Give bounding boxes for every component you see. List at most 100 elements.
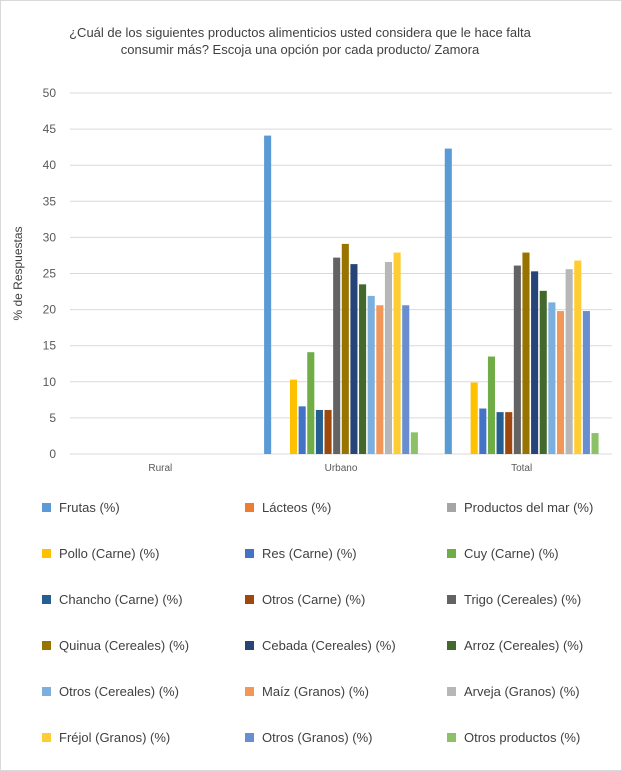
legend-label: Cebada (Cereales) (%) <box>262 638 396 653</box>
legend-swatch <box>42 503 51 512</box>
legend-label: Res (Carne) (%) <box>262 546 357 561</box>
legend-swatch <box>42 549 51 558</box>
legend-label: Otros productos (%) <box>464 730 581 745</box>
bar <box>289 379 298 454</box>
bar <box>359 284 367 454</box>
legend-item: Frutas (%) <box>42 500 120 515</box>
bar <box>556 311 565 454</box>
bar <box>315 409 323 454</box>
legend-swatch <box>245 687 254 696</box>
bar <box>470 382 478 454</box>
bar <box>402 305 410 454</box>
bar <box>264 135 272 454</box>
chart-title-line-2: consumir más? Escoja una opción por cada… <box>120 42 480 57</box>
y-tick-label: 35 <box>43 194 57 208</box>
bar <box>367 295 375 454</box>
legend-label: Maíz (Granos) (%) <box>262 684 369 699</box>
legend-label: Otros (Cereales) (%) <box>59 684 179 699</box>
legend-swatch <box>42 595 51 604</box>
y-tick-label: 45 <box>43 122 57 136</box>
bar <box>574 260 582 454</box>
bar <box>333 257 341 454</box>
bar <box>539 290 547 454</box>
bar <box>582 311 590 454</box>
bar <box>307 352 315 454</box>
legend-label: Pollo (Carne) (%) <box>59 546 160 561</box>
legend-swatch <box>447 503 456 512</box>
x-category-label: Total <box>511 463 532 474</box>
x-category-label: Urbano <box>325 463 358 474</box>
legend-item: Res (Carne) (%) <box>245 546 357 561</box>
bar <box>496 412 504 454</box>
y-tick-label: 25 <box>43 267 57 281</box>
legend-label: Quinua (Cereales) (%) <box>59 638 190 653</box>
y-axis-title: % de Respuestas <box>11 226 25 320</box>
legend-item: Pollo (Carne) (%) <box>42 546 159 561</box>
legend-item: Trigo (Cereales) (%) <box>447 592 581 607</box>
legend-item: Lácteos (%) <box>245 500 331 515</box>
legend-label: Cuy (Carne) (%) <box>464 546 559 561</box>
chart-title: ¿Cuál de los siguientes productos alimen… <box>60 24 540 58</box>
legend-label: Otros (Carne) (%) <box>262 592 366 607</box>
bar <box>324 409 332 454</box>
bar <box>487 356 495 454</box>
legend-item: Productos del mar (%) <box>447 500 593 515</box>
legend-item: Chancho (Carne) (%) <box>42 592 183 607</box>
bar <box>298 406 306 454</box>
y-tick-label: 40 <box>43 158 57 172</box>
bar <box>531 271 539 454</box>
legend-label: Trigo (Cereales) (%) <box>464 592 582 607</box>
legend-item: Otros (Cereales) (%) <box>42 684 179 699</box>
legend-label: Frutas (%) <box>59 500 120 515</box>
legend-label: Arroz (Cereales) (%) <box>464 638 584 653</box>
legend-swatch <box>447 733 456 742</box>
bar <box>513 265 521 454</box>
bar <box>565 269 573 454</box>
legend-item: Cebada (Cereales) (%) <box>245 638 396 653</box>
legend-swatch <box>42 687 51 696</box>
bar <box>444 148 452 454</box>
chart-title-line-1: ¿Cuál de los siguientes productos alimen… <box>69 25 531 40</box>
legend-item: Fréjol (Granos) (%) <box>42 730 170 745</box>
legend-swatch <box>447 595 456 604</box>
bar <box>522 252 530 454</box>
y-tick-label: 5 <box>49 411 56 425</box>
x-category-label: Rural <box>148 463 172 474</box>
chart-legend: Frutas (%) Lácteos (%) Productos del mar (… <box>0 495 620 755</box>
y-tick-label: 10 <box>43 375 57 389</box>
legend-swatch <box>447 687 456 696</box>
bar <box>393 252 401 454</box>
y-tick-label: 20 <box>43 303 57 317</box>
y-tick-label: 50 <box>43 86 57 100</box>
legend-label: Arveja (Granos) (%) <box>464 684 580 699</box>
legend-item: Otros (Granos) (%) <box>245 730 373 745</box>
legend-swatch <box>447 549 456 558</box>
y-tick-label: 15 <box>43 339 57 353</box>
legend-item: Maíz (Granos) (%) <box>245 684 369 699</box>
legend-swatch <box>245 733 254 742</box>
legend-label: Productos del mar (%) <box>464 500 594 515</box>
legend-item: Arveja (Granos) (%) <box>447 684 580 699</box>
legend-item: Arroz (Cereales) (%) <box>447 638 583 653</box>
legend-item: Cuy (Carne) (%) <box>447 546 559 561</box>
legend-label: Lácteos (%) <box>262 500 332 515</box>
bar <box>341 243 349 454</box>
bar-chart: 0 5 10 15 20 25 30 35 40 45 50 % de Respuestas Rural… <box>11 86 612 474</box>
bar <box>505 412 513 454</box>
bar <box>591 433 599 454</box>
legend-swatch <box>245 641 254 650</box>
y-tick-label: 30 <box>43 230 57 244</box>
bar <box>548 302 556 454</box>
y-tick-label: 0 <box>49 447 56 461</box>
legend-label: Chancho (Carne) (%) <box>59 592 183 607</box>
legend-swatch <box>245 549 254 558</box>
legend-item: Otros productos (%) <box>447 730 580 745</box>
bar <box>376 305 384 454</box>
bar <box>350 264 358 454</box>
legend-swatch <box>42 733 51 742</box>
legend-swatch <box>245 503 254 512</box>
legend-label: Otros (Granos) (%) <box>262 730 373 745</box>
bar <box>410 432 418 454</box>
legend-label: Fréjol (Granos) (%) <box>59 730 171 745</box>
bar <box>479 408 487 454</box>
